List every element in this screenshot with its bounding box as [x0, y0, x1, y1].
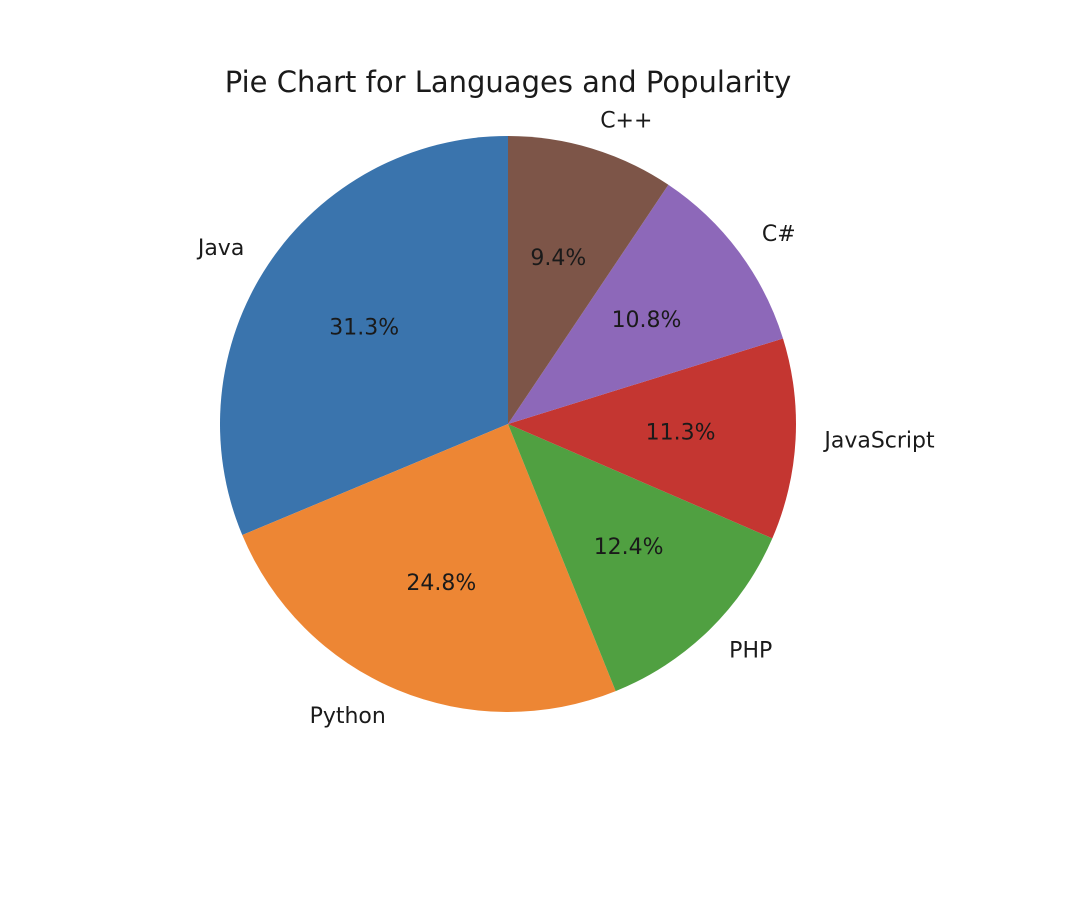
category-labels: Java Python PHP JavaScript C# C++	[196, 108, 935, 728]
category-label-python: Python	[310, 704, 386, 729]
category-label-java: Java	[196, 236, 244, 261]
percent-labels: 31.3% 24.8% 12.4% 11.3% 10.8% 9.4%	[329, 246, 715, 596]
pie-slice-cplusplus	[508, 136, 669, 424]
category-label-javascript: JavaScript	[822, 428, 935, 453]
category-label-csharp: C#	[762, 222, 796, 247]
percent-label-csharp: 10.8%	[612, 308, 682, 333]
category-label-php: PHP	[729, 638, 772, 663]
pie-slice-python	[242, 424, 616, 712]
percent-label-javascript: 11.3%	[646, 421, 716, 446]
percent-label-php: 12.4%	[594, 535, 664, 560]
percent-label-python: 24.8%	[406, 571, 476, 596]
pie-slice-php	[508, 424, 773, 692]
pie-slices	[220, 136, 797, 712]
chart-title: Pie Chart for Languages and Popularity	[225, 65, 792, 99]
pie-slice-java	[220, 136, 509, 536]
category-label-cplusplus: C++	[600, 108, 652, 133]
percent-label-java: 31.3%	[329, 316, 399, 341]
pie-slice-javascript	[508, 338, 797, 539]
percent-label-cplusplus: 9.4%	[530, 246, 586, 271]
pie-slice-csharp	[508, 184, 784, 424]
